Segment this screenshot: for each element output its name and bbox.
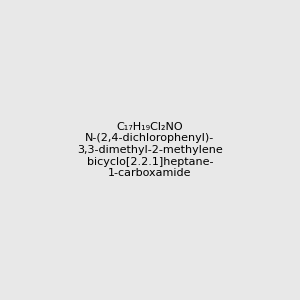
Text: C₁₇H₁₉Cl₂NO
N-(2,4-dichlorophenyl)-
3,3-dimethyl-2-methylene
bicyclo[2.2.1]hepta: C₁₇H₁₉Cl₂NO N-(2,4-dichlorophenyl)- 3,3-… — [77, 122, 223, 178]
